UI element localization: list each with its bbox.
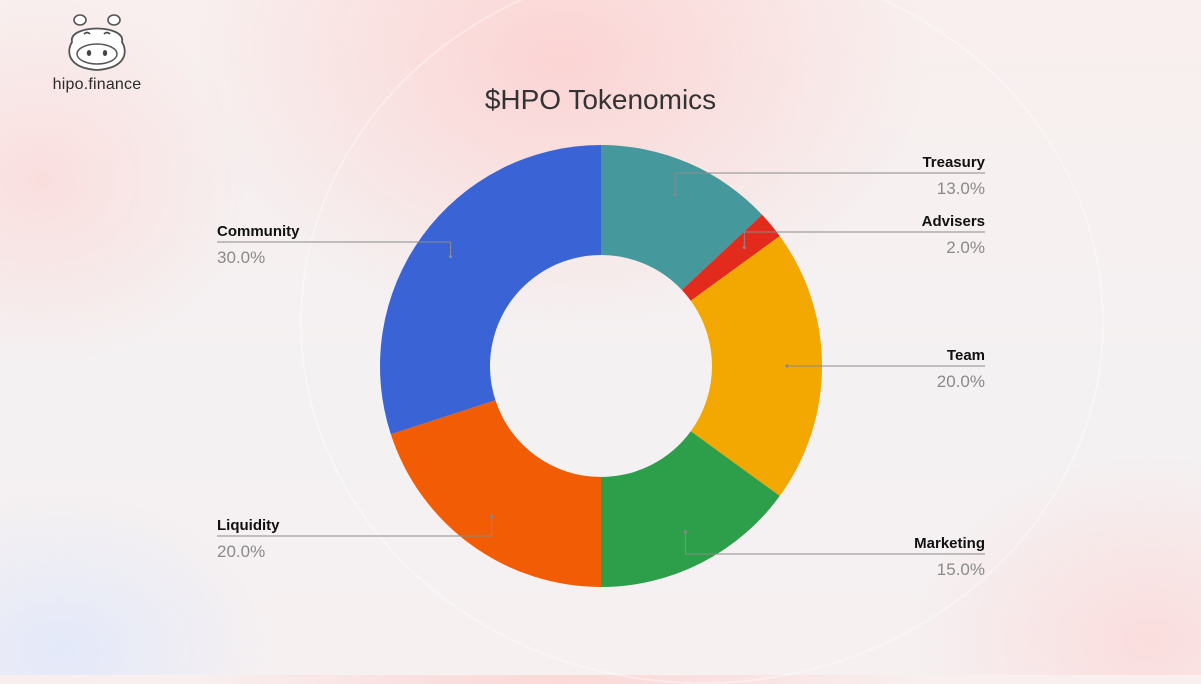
- slice-marketing: [601, 431, 780, 587]
- brand-logo: hipo.finance: [44, 12, 154, 102]
- value-label-liquidity: 20.0%: [217, 542, 265, 561]
- value-label-team: 20.0%: [937, 372, 985, 391]
- value-label-community: 30.0%: [217, 248, 265, 267]
- leader-dot-treasury: [673, 193, 677, 197]
- value-label-advisers: 2.0%: [946, 238, 985, 257]
- label-community: Community: [217, 223, 300, 240]
- value-label-marketing: 15.0%: [937, 560, 985, 579]
- label-liquidity: Liquidity: [217, 517, 280, 534]
- leader-dot-community: [448, 255, 453, 259]
- leader-line-liquidity: [217, 516, 493, 537]
- slice-team: [690, 236, 823, 496]
- label-advisers: Advisers: [922, 213, 985, 230]
- slice-liquidity: [390, 400, 601, 587]
- label-marketing: Marketing: [914, 535, 985, 552]
- brand-name: hipo.finance: [52, 76, 142, 93]
- leader-line-marketing: [684, 531, 985, 555]
- hippo-logo-icon: [68, 14, 126, 71]
- chart-title: $HPO Tokenomics: [484, 84, 717, 115]
- label-team: Team: [947, 347, 985, 364]
- leader-line-community: [217, 241, 452, 257]
- leader-dot-marketing: [683, 530, 688, 534]
- leader-line-treasury: [674, 172, 985, 196]
- leader-dot-team: [785, 364, 789, 368]
- label-treasury: Treasury: [922, 154, 985, 171]
- value-label-treasury: 13.0%: [937, 179, 985, 198]
- slice-treasury: [601, 145, 763, 291]
- leader-dot-advisers: [742, 245, 746, 250]
- leader-dot-liquidity: [490, 514, 494, 519]
- slice-advisers: [681, 214, 780, 301]
- slice-community: [380, 145, 601, 435]
- leader-line-advisers: [743, 231, 985, 248]
